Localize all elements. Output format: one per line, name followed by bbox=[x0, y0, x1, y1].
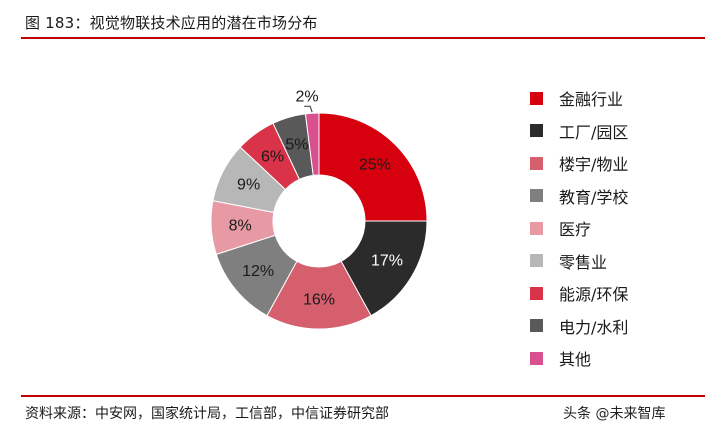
watermark: 头条 @未来智库 bbox=[563, 406, 666, 422]
legend-swatch bbox=[530, 189, 543, 203]
legend-swatch bbox=[530, 254, 543, 268]
legend-item: 医疗 bbox=[530, 212, 628, 245]
legend-item: 电力/水利 bbox=[530, 310, 628, 343]
slice-value-label: 2% bbox=[295, 89, 318, 106]
slice-value-label: 25% bbox=[359, 157, 391, 174]
legend-label: 教育/学校 bbox=[559, 187, 629, 207]
slice-value-label: 16% bbox=[303, 292, 335, 309]
legend-label: 医疗 bbox=[559, 220, 592, 240]
slice-value-label: 9% bbox=[237, 177, 260, 194]
legend-swatch bbox=[530, 286, 543, 300]
slice-value-label: 5% bbox=[285, 137, 308, 154]
legend-swatch bbox=[530, 221, 543, 235]
donut-slice bbox=[340, 220, 428, 317]
legend-item: 教育/学校 bbox=[530, 180, 628, 213]
figure-title: 图 183：视觉物联技术应用的潜在市场分布 bbox=[25, 14, 318, 32]
legend-item: 楼宇/物业 bbox=[530, 147, 628, 180]
legend-swatch bbox=[530, 91, 543, 105]
legend-label: 金融行业 bbox=[559, 90, 624, 110]
source-note: 资料来源：中安网，国家统计局，工信部，中信证券研究部 bbox=[25, 406, 389, 422]
slice-value-label: 6% bbox=[261, 149, 284, 166]
legend-swatch bbox=[530, 124, 543, 138]
legend-item: 金融行业 bbox=[530, 82, 628, 115]
donut-slice bbox=[304, 112, 320, 176]
legend-item: 零售业 bbox=[530, 245, 628, 278]
footer-divider bbox=[21, 395, 705, 397]
legend-item: 工厂/园区 bbox=[530, 115, 628, 148]
chart-legend: 金融行业工厂/园区楼宇/物业教育/学校医疗零售业能源/环保电力/水利其他 bbox=[530, 82, 628, 375]
leader-line bbox=[304, 105, 313, 113]
legend-label: 电力/水利 bbox=[559, 317, 629, 337]
slice-value-label: 12% bbox=[242, 263, 274, 280]
legend-label: 工厂/园区 bbox=[559, 122, 629, 142]
legend-swatch bbox=[530, 156, 543, 170]
donut-slice bbox=[318, 112, 428, 222]
slice-value-label: 8% bbox=[229, 217, 252, 234]
slice-value-label: 17% bbox=[371, 253, 403, 270]
title-divider bbox=[21, 37, 705, 39]
legend-label: 楼宇/物业 bbox=[559, 155, 629, 175]
legend-swatch bbox=[530, 351, 543, 365]
legend-label: 零售业 bbox=[559, 252, 608, 272]
legend-label: 能源/环保 bbox=[559, 285, 629, 305]
legend-item: 其他 bbox=[530, 342, 628, 375]
legend-label: 其他 bbox=[559, 350, 592, 370]
legend-item: 能源/环保 bbox=[530, 277, 628, 310]
legend-swatch bbox=[530, 319, 543, 333]
